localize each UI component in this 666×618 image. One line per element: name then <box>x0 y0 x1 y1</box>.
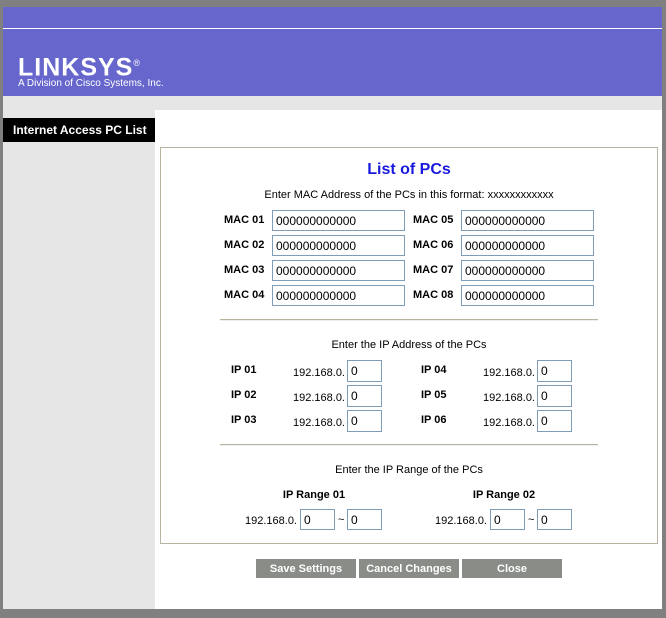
mac-input[interactable] <box>272 260 405 281</box>
ip-prefix: 192.168.0. <box>483 392 535 404</box>
mac-label: MAC 07 <box>413 264 454 276</box>
ip-range-separator: ~ <box>338 514 345 526</box>
ip-range-label: IP Range 02 <box>472 489 536 501</box>
mac-label: MAC 08 <box>413 289 454 301</box>
cancel-changes-button[interactable]: Cancel Changes <box>359 559 459 578</box>
registered-mark: ® <box>133 58 141 68</box>
sidebar-tab-internet-access-pc-list[interactable]: Internet Access PC List <box>3 118 155 142</box>
ip-range-prefix: 192.168.0. <box>245 515 297 527</box>
ip-label: IP 04 <box>421 364 447 376</box>
ip-input[interactable] <box>537 410 572 432</box>
mac-input[interactable] <box>272 235 405 256</box>
logo-text: LINKSYS <box>18 53 134 82</box>
mac-input[interactable] <box>272 210 405 231</box>
mac-label: MAC 02 <box>224 239 265 251</box>
mac-input[interactable] <box>461 260 594 281</box>
ip-label: IP 02 <box>231 389 257 401</box>
close-button[interactable]: Close <box>462 559 562 578</box>
divider <box>220 444 598 446</box>
ip-instruction: Enter the IP Address of the PCs <box>331 339 487 351</box>
mac-label: MAC 01 <box>224 214 265 226</box>
header-banner <box>3 7 662 96</box>
mac-label: MAC 06 <box>413 239 454 251</box>
range-instruction: Enter the IP Range of the PCs <box>335 464 483 476</box>
ip-range-start-input[interactable] <box>300 509 335 530</box>
ip-prefix: 192.168.0. <box>483 367 535 379</box>
ip-label: IP 05 <box>421 389 447 401</box>
ip-prefix: 192.168.0. <box>293 392 345 404</box>
ip-input[interactable] <box>537 385 572 407</box>
tagline: A Division of Cisco Systems, Inc. <box>18 78 164 89</box>
mac-input[interactable] <box>461 210 594 231</box>
ip-range-prefix: 192.168.0. <box>435 515 487 527</box>
ip-prefix: 192.168.0. <box>483 417 535 429</box>
page-title: List of PCs <box>367 161 451 178</box>
ip-label: IP 01 <box>231 364 257 376</box>
mac-instruction: Enter MAC Address of the PCs in this for… <box>264 189 554 201</box>
ip-prefix: 192.168.0. <box>293 367 345 379</box>
ip-input[interactable] <box>537 360 572 382</box>
linksys-logo: LINKSYS® <box>18 50 141 80</box>
mac-input[interactable] <box>272 285 405 306</box>
mac-input[interactable] <box>461 235 594 256</box>
mac-label: MAC 04 <box>224 289 265 301</box>
ip-input[interactable] <box>347 410 382 432</box>
mac-input[interactable] <box>461 285 594 306</box>
divider <box>220 319 598 321</box>
ip-range-separator: ~ <box>528 514 535 526</box>
ip-range-label: IP Range 01 <box>282 489 346 501</box>
ip-range-end-input[interactable] <box>537 509 572 530</box>
ip-range-end-input[interactable] <box>347 509 382 530</box>
save-settings-button[interactable]: Save Settings <box>256 559 356 578</box>
mac-label: MAC 05 <box>413 214 454 226</box>
ip-prefix: 192.168.0. <box>293 417 345 429</box>
mac-label: MAC 03 <box>224 264 265 276</box>
ip-range-start-input[interactable] <box>490 509 525 530</box>
ip-label: IP 06 <box>421 414 447 426</box>
ip-input[interactable] <box>347 385 382 407</box>
ip-input[interactable] <box>347 360 382 382</box>
ip-label: IP 03 <box>231 414 257 426</box>
header-divider <box>3 28 662 29</box>
